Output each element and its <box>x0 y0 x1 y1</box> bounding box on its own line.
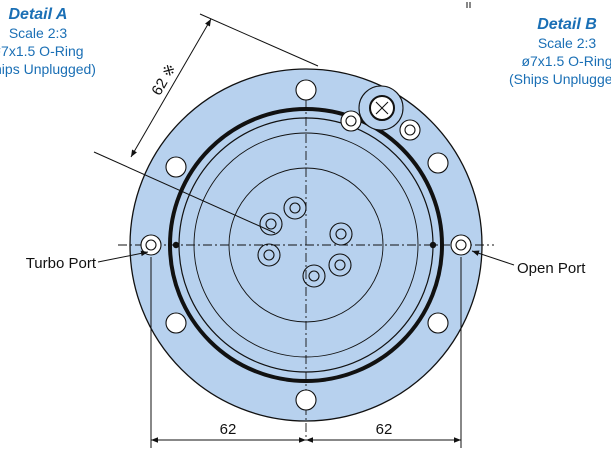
open-port-symbol <box>429 234 472 256</box>
detail-b-scale: Scale 2:3 <box>538 35 597 51</box>
fastener <box>328 253 352 277</box>
fastener <box>283 196 307 220</box>
detail-a-label: Detail A Scale 2:3 ø7x1.5 O-Ring (Ships … <box>0 6 96 77</box>
detail-a-oring: ø7x1.5 O-Ring <box>0 43 84 59</box>
fastener <box>257 243 281 267</box>
turbo-port-symbol <box>140 234 180 256</box>
top-port-cluster <box>340 85 421 141</box>
open-port-leader <box>471 250 515 266</box>
center-fasteners <box>257 196 353 288</box>
diagonal-dimension <box>93 13 319 234</box>
turbo-port-label: Turbo Port <box>26 255 97 272</box>
detail-b-label: Detail B Scale 2:3 ø7x1.5 O-Ring (Ships … <box>509 16 611 87</box>
open-port-label: Open Port <box>517 260 586 277</box>
fastener <box>329 222 353 246</box>
detail-a-title: Detail A <box>9 6 68 23</box>
mounting-hole-bottom <box>295 389 317 411</box>
mounting-hole-lower-right <box>427 312 449 334</box>
detail-b-oring: ø7x1.5 O-Ring <box>521 53 611 69</box>
mounting-holes <box>165 79 449 411</box>
mounting-hole-lower-left <box>165 312 187 334</box>
detail-b-title: Detail B <box>537 16 597 33</box>
detail-a-scale: Scale 2:3 <box>9 25 68 41</box>
detail-a-note: (Ships Unplugged) <box>0 61 96 77</box>
mounting-hole-upper-right <box>427 152 449 174</box>
turbo-port-leader <box>97 250 149 263</box>
mounting-hole-upper-left <box>165 156 187 178</box>
bottom-dimensions <box>150 257 462 448</box>
fastener <box>259 212 283 236</box>
diagonal-dimension-label: 62 ※ <box>148 61 179 98</box>
mounting-hole-top <box>295 79 317 101</box>
detail-b-note: (Ships Unplugged) <box>509 71 611 87</box>
fastener <box>302 264 326 288</box>
left-dimension-label: 62 <box>220 421 237 438</box>
right-dimension-label: 62 <box>376 421 393 438</box>
